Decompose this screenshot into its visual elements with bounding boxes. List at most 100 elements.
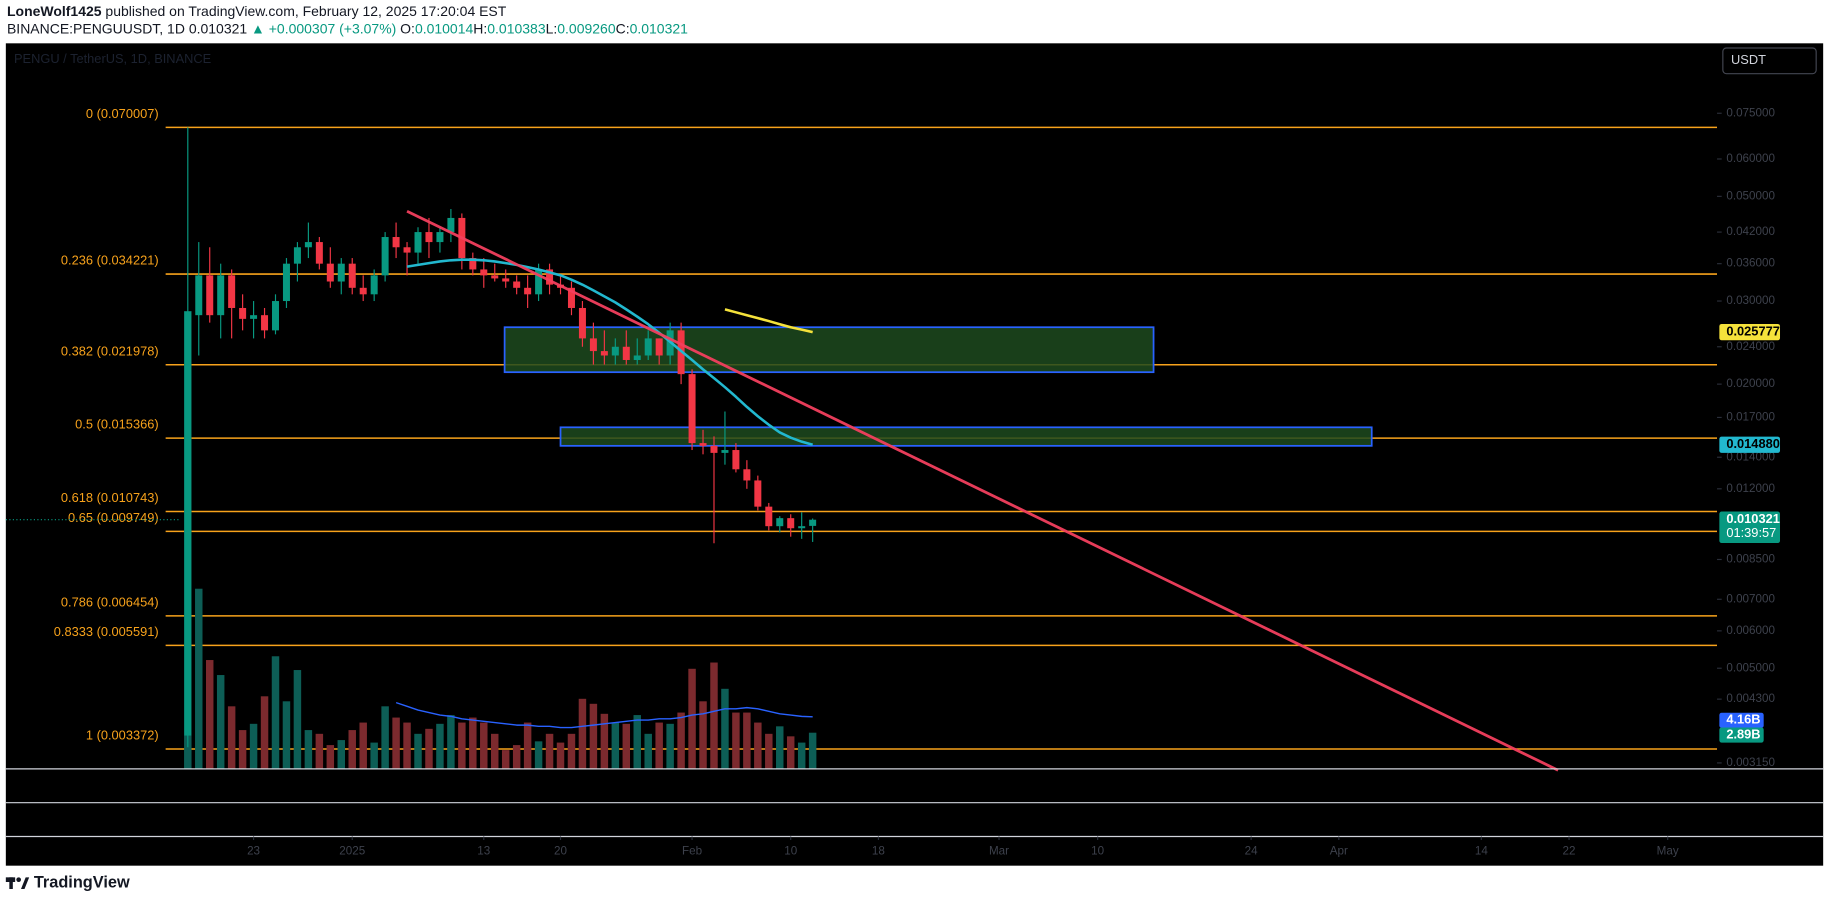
candle-body (293, 247, 301, 264)
candle-body (469, 258, 477, 270)
logo-mark (9, 877, 13, 890)
x-tick-label: 10 (784, 845, 797, 858)
candle-body (633, 355, 641, 360)
logo-mark (20, 877, 30, 890)
ma-line (406, 258, 814, 446)
volume-bar (282, 701, 291, 769)
volume-bar (458, 722, 466, 769)
candle-body (798, 526, 806, 529)
candle-body (425, 232, 433, 243)
candle-body (261, 315, 269, 331)
volume-bar (567, 733, 576, 769)
x-tick-label: Apr (1330, 845, 1348, 858)
volume-bar (249, 723, 258, 769)
ohlc-key: H: (473, 20, 487, 36)
volume-bar (776, 726, 784, 769)
volume-bar (414, 733, 422, 769)
volume-label-bg (1719, 727, 1764, 743)
candle-body (644, 338, 652, 356)
candle-body (589, 338, 597, 352)
currency[interactable]: USDT (1731, 52, 1766, 67)
ma2-line (724, 308, 813, 334)
volume-bar (808, 732, 817, 769)
change: ▲ +0.000307 (+3.07%) (247, 20, 400, 36)
volume-bar (469, 717, 477, 769)
candle-body (787, 518, 795, 529)
volume-bar (699, 701, 707, 769)
fib-label: 0.5 (0.015366) (75, 417, 158, 432)
y-tick-label: 0.012000 (1726, 482, 1775, 495)
x-tick-label: 23 (247, 845, 260, 858)
candle-body (535, 269, 543, 295)
candle-body (699, 443, 707, 446)
volume-bar (447, 715, 455, 769)
volume-bar (260, 696, 269, 769)
x-tick-label: 18 (872, 845, 885, 858)
ohlc-value: 0.010014 (415, 20, 474, 36)
ma2-label-bg (1719, 323, 1781, 341)
published: published on TradingView.com, February 1… (102, 3, 507, 19)
x-tick-label: 13 (477, 845, 490, 858)
volume-bar (545, 733, 554, 769)
x-tick-label: 10 (1091, 845, 1104, 858)
chart-pane (5, 43, 1824, 866)
candle-body (721, 450, 729, 453)
candle-body (622, 346, 630, 360)
volume-bar (337, 740, 346, 769)
candle-body (195, 275, 203, 316)
volume-bar (205, 660, 214, 769)
y-tick-label: 0.042000 (1726, 225, 1775, 238)
candle-body (315, 242, 323, 264)
y-tick-label: 0.007000 (1726, 592, 1775, 605)
volume-bar (491, 733, 499, 769)
fib-label: 0.382 (0.021978) (61, 343, 159, 358)
y-tick-label: 0.075000 (1726, 106, 1775, 119)
volume-bar (348, 730, 356, 769)
volume-ma-label-bg (1719, 712, 1764, 728)
volume-bar (655, 722, 663, 769)
volume-ma-line (395, 701, 813, 729)
candle-body (184, 311, 192, 736)
ma-label-bg (1719, 436, 1781, 453)
volume-bar (425, 728, 433, 769)
ohlc-key: O: (400, 20, 415, 36)
ohlc-key: L: (546, 20, 558, 36)
candle-body (765, 506, 773, 527)
volume-bar (732, 712, 740, 769)
author: LoneWolf1425 (7, 3, 102, 19)
y-tick-label: 0.006000 (1726, 624, 1775, 637)
fib-label: 0 (0.070007) (86, 106, 159, 121)
candle-body (381, 237, 389, 276)
volume-bar (677, 712, 685, 769)
volume-bar (786, 736, 795, 769)
volume-bar (403, 722, 411, 769)
trendline (406, 209, 1559, 772)
logo-mark (16, 877, 21, 883)
volume-bar (227, 706, 236, 769)
x-tick-label: Mar (989, 845, 1009, 858)
candle-body (250, 315, 258, 319)
axes: 0.075000 0.060000 0.050000 0.042000 0.036000… (247, 106, 1775, 857)
price-label: 0.010321 (1726, 511, 1780, 526)
logo-text: TradingView (34, 873, 130, 891)
candle-body (524, 287, 532, 295)
volume-bar (578, 698, 587, 769)
y-tick-label: 0.017000 (1726, 411, 1775, 424)
currency-button[interactable] (1722, 47, 1817, 75)
candle-body (370, 275, 378, 295)
volume-bar (315, 733, 324, 769)
candle-body (392, 237, 400, 248)
volume-bar (293, 670, 302, 769)
candle-body (491, 275, 499, 279)
volume-bar (271, 656, 280, 769)
volume-bar (797, 742, 806, 769)
y-tick-label: 0.005000 (1726, 661, 1775, 674)
last-price: 0.010321 (189, 20, 248, 36)
plot: 0 (0.070007) 0.236 (0.034221) 0.382 (0.021… (5, 106, 1718, 772)
candle-body (337, 263, 345, 282)
volume-bar (644, 733, 652, 769)
volume-bar (589, 703, 598, 769)
volume-bar (359, 722, 367, 769)
ohlc-value: 0.009260 (557, 20, 616, 36)
